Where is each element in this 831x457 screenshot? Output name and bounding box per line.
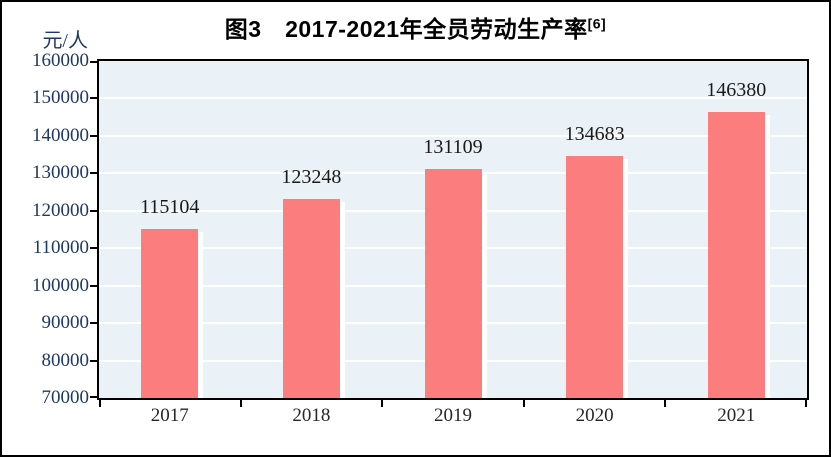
x-axis-tick-5 [805,400,807,407]
y-axis-tick-90000 [90,322,97,325]
bar-highlight-2017 [198,232,204,398]
bar-2017 [141,229,199,398]
y-axis-label-70000: 70000 [41,387,90,408]
bar-highlight-2020 [623,158,629,398]
y-axis-label-80000: 80000 [41,349,90,371]
x-axis-tick-0 [99,400,101,407]
bar-2019 [424,169,482,398]
bar-2018 [282,198,340,398]
x-axis-label-2021: 2021 [717,405,756,426]
x-axis-label-2020: 2020 [575,405,614,426]
y-axis-tick-70000 [90,396,97,398]
bar-highlight-2021 [764,115,770,398]
value-label-2017: 115104 [140,196,200,219]
y-axis-label-130000: 130000 [32,162,89,184]
gridline-150000 [99,97,807,100]
y-axis-tick-110000 [90,247,97,250]
y-axis-label-110000: 110000 [32,237,89,259]
value-label-2019: 131109 [423,136,483,159]
x-axis-tick-2 [381,400,384,407]
bar-highlight-2019 [481,172,487,398]
value-label-2018: 123248 [281,165,342,188]
bar-2021 [707,112,765,398]
y-axis-tick-120000 [90,209,97,212]
x-axis-label-2019: 2019 [434,405,472,426]
bar-2020 [566,155,624,398]
plot-area: 70000 80000 90000 100000 110000 120000 130000 1… [32,50,809,426]
bar-highlight-2018 [339,201,345,398]
y-axis-label-100000: 100000 [32,274,89,296]
chart-title-footnote-ref: [6] [587,15,607,32]
x-axis-label-2018: 2018 [292,405,331,426]
y-axis-tick-100000 [90,284,97,287]
y-axis-tick-130000 [90,172,97,175]
chart-title-text: 图3 2017-2021年全员劳动生产率 [224,16,588,42]
chart-title: 图3 2017-2021年全员劳动生产率[6] [2,10,829,44]
gridline-140000 [99,134,807,137]
x-axis-tick-1 [239,400,242,407]
y-axis-label-140000: 140000 [32,124,89,146]
y-axis-tick-140000 [90,134,97,137]
x-axis-tick-3 [522,400,525,407]
y-axis-label-90000: 90000 [41,312,90,334]
y-axis-label-120000: 120000 [32,199,89,221]
value-label-2021: 146380 [706,78,767,101]
y-axis-unit-label: 元/人 [42,30,88,52]
y-axis-tick-80000 [90,359,97,362]
x-axis-label-2017: 2017 [150,405,189,426]
plot-inner: 70000 80000 90000 100000 110000 120000 130000 1… [32,50,807,426]
y-axis-tick-150000 [90,97,97,100]
y-axis-label-160000: 160000 [32,50,89,71]
value-label-2020: 134683 [564,122,625,145]
y-axis-tick-160000 [90,61,97,63]
y-axis-label-150000: 150000 [32,87,89,109]
x-axis-tick-4 [664,400,667,407]
